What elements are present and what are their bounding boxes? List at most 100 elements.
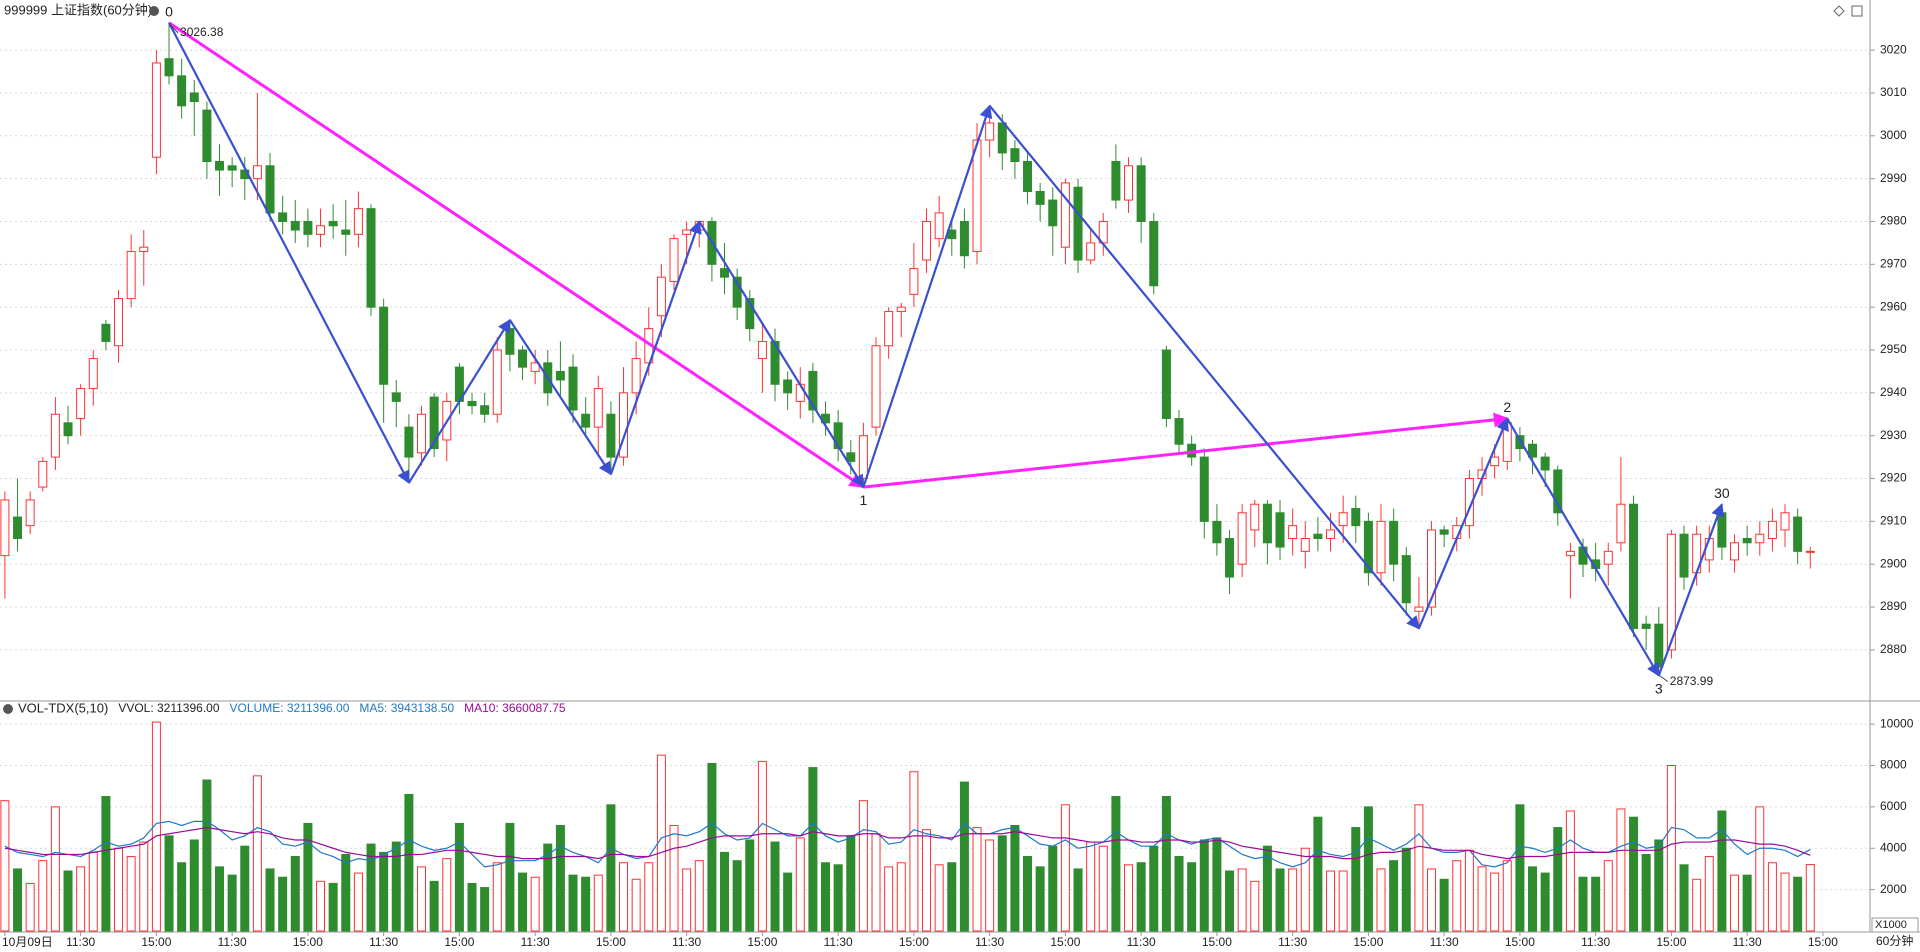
candle-body xyxy=(833,422,843,450)
volume-bar xyxy=(1515,804,1525,932)
candle-body xyxy=(1603,550,1613,565)
volume-bar xyxy=(1010,824,1020,932)
candle-body xyxy=(555,370,565,381)
y-tick-label: 2950 xyxy=(1880,342,1907,356)
volume-bar xyxy=(101,796,111,932)
candle-body xyxy=(1427,529,1437,608)
volume-bar xyxy=(707,762,717,932)
candle-body xyxy=(38,460,48,488)
volume-bar xyxy=(1755,806,1765,932)
volume-bar xyxy=(1262,845,1272,932)
x-tick-label: 15:00 xyxy=(1202,935,1232,949)
candle-body xyxy=(631,358,641,394)
volume-bar xyxy=(1212,837,1222,932)
candle-body xyxy=(227,165,237,171)
volume-bar xyxy=(1174,856,1184,932)
volume-bar xyxy=(1767,862,1777,932)
volume-icon[interactable] xyxy=(3,704,13,714)
volume-bar xyxy=(1641,853,1651,932)
x-tick-label: 15:00 xyxy=(747,935,777,949)
volume-bar xyxy=(1666,765,1676,932)
candle-body xyxy=(76,388,86,420)
legend-entry: VVOL: 3211396.00 xyxy=(118,701,220,715)
volume-bar xyxy=(833,864,843,932)
volume-bar xyxy=(1237,868,1247,932)
y-tick-label: 2980 xyxy=(1880,214,1907,228)
volume-bar xyxy=(568,874,578,932)
y-tick-label: 2990 xyxy=(1880,171,1907,185)
volume-bar xyxy=(505,822,515,932)
x-tick-label: 15:00 xyxy=(141,935,171,949)
candle-body xyxy=(1212,520,1222,544)
y-tick-label: 6000 xyxy=(1880,799,1907,813)
candle-body xyxy=(1730,542,1740,561)
candle-body xyxy=(1666,533,1676,651)
y-tick-label: 2940 xyxy=(1880,385,1907,399)
candle-body xyxy=(0,499,10,557)
wave-label: 2 xyxy=(1503,399,1511,415)
candle-body xyxy=(265,165,275,214)
candle-body xyxy=(1124,165,1134,201)
volume-bar xyxy=(1742,874,1752,932)
x-tick-label: 15:00 xyxy=(1808,935,1838,949)
candle-body xyxy=(1326,529,1336,539)
candle-body xyxy=(1237,512,1247,565)
chart-title: 999999 上证指数(60分钟) xyxy=(4,2,152,17)
candle-body xyxy=(1414,606,1424,612)
candle-body xyxy=(1464,478,1474,527)
tool-icon[interactable] xyxy=(1833,5,1845,17)
volume-bar xyxy=(1187,862,1197,932)
extreme-pointer xyxy=(1659,675,1669,683)
candle-body xyxy=(1389,520,1399,565)
volume-bar xyxy=(303,822,313,932)
volume-bar xyxy=(38,860,48,932)
volume-bar xyxy=(1578,876,1588,932)
volume-bar xyxy=(934,864,944,932)
x-tick-label: 11:30 xyxy=(824,935,853,949)
volume-bar xyxy=(1136,862,1146,932)
candle-body xyxy=(25,499,35,527)
volume-bar xyxy=(290,856,300,932)
zigzag-line xyxy=(508,319,612,476)
candle-body xyxy=(278,212,288,222)
candle-body xyxy=(720,268,730,278)
candle-body xyxy=(530,362,540,372)
volume-bar xyxy=(858,800,868,932)
candle-body xyxy=(1288,525,1298,539)
volume-bar xyxy=(189,839,199,932)
title-icon[interactable] xyxy=(149,6,159,16)
candle-body xyxy=(1351,508,1361,527)
x-tick-label: 15:00 xyxy=(596,935,626,949)
candle-body xyxy=(846,452,856,462)
candle-body xyxy=(1136,165,1146,222)
volume-bar xyxy=(50,806,60,932)
candle-body xyxy=(732,276,742,308)
candle-body xyxy=(50,413,60,458)
candle-body xyxy=(1073,186,1083,261)
candle-body xyxy=(63,422,73,437)
zigzag-line xyxy=(988,105,1420,630)
volume-bar xyxy=(770,841,780,932)
candle-body xyxy=(808,370,818,411)
volume-bar xyxy=(114,847,124,932)
candle-body xyxy=(1490,456,1500,467)
volume-bar xyxy=(1565,810,1575,932)
x-tick-label: 15:00 xyxy=(293,935,323,949)
wave-label: 0 xyxy=(165,3,173,19)
candle-body xyxy=(909,268,919,295)
x-tick-label: 11:30 xyxy=(1127,935,1156,949)
volume-bar xyxy=(1124,864,1134,932)
volume-bar xyxy=(720,851,730,932)
x-tick-label: 11:30 xyxy=(66,935,95,949)
volume-bar xyxy=(1111,796,1121,932)
legend-entry: MA10: 3660087.75 xyxy=(464,701,566,715)
volume-bar xyxy=(265,868,275,932)
volume-bar xyxy=(795,837,805,932)
volume-bar xyxy=(88,851,98,932)
candle-body xyxy=(1805,550,1815,553)
volume-bar xyxy=(1502,860,1512,932)
candle-body xyxy=(959,220,969,257)
candle-body xyxy=(745,298,755,330)
window-icon[interactable] xyxy=(1851,5,1863,17)
volume-bar xyxy=(1528,866,1538,932)
